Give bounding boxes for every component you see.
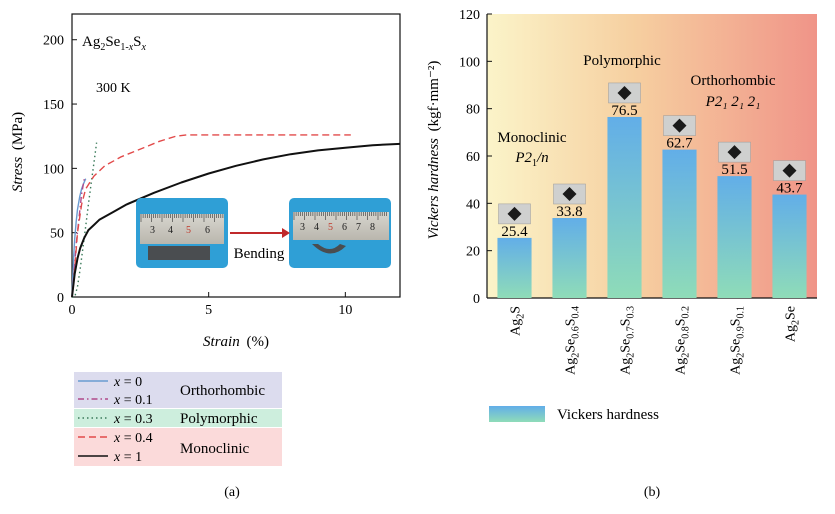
indent-diamond (507, 206, 522, 221)
inset-photo-before: 3 4 5 6 (136, 198, 228, 268)
annotation-orthorhombic: Orthorhombic (691, 73, 776, 89)
legend-entry-label: x = 0 (113, 375, 142, 390)
panel-a-temperature-label: 300 K (96, 81, 131, 96)
ruler-left-num: 4 (168, 225, 173, 236)
inset-photo-after: 3 4 5 6 7 8 (289, 198, 391, 268)
bending-label-bg (229, 242, 289, 262)
y-tick-label: 80 (466, 103, 480, 118)
bar (497, 237, 532, 298)
panel-b-vickers-hardness: 0 20 40 60 80 100 120 25.4 33.8 76.5 62.7 51.5 43.7… (426, 8, 817, 500)
y-tick-label: 40 (466, 197, 480, 212)
legend-group-polymorphic: Polymorphic (180, 411, 258, 427)
ruler-right-num: 4 (314, 222, 319, 233)
ruler-right-num: 5 (328, 222, 333, 233)
y-tick-label: 100 (459, 55, 480, 70)
legend-entry-label: x = 0.4 (113, 431, 153, 446)
bar (607, 116, 642, 298)
annotation-monoclinic: Monoclinic (497, 130, 566, 146)
bar-value-label: 43.7 (776, 181, 803, 197)
annotation-orthorhombic-group: P2₁ 2₁ 2₁ (705, 94, 761, 110)
ruler-right-num: 8 (370, 222, 375, 233)
bar-value-label: 76.5 (611, 103, 637, 119)
panel-b-axes: 0 20 40 60 80 100 120 (459, 8, 817, 307)
y-tick-label: 0 (57, 291, 64, 306)
ruler-right-num: 3 (300, 222, 305, 233)
legend-group-label-bg-orthorhombic (170, 372, 282, 408)
legend-group-orthorhombic: Orthorhombic (180, 383, 265, 399)
legend-group-bg-orthorhombic (74, 372, 170, 408)
y-tick-label: 150 (43, 98, 64, 113)
legend-group-label-bg-monoclinic (170, 428, 282, 466)
panel-b-caption: (b) (644, 485, 661, 500)
bending-arrow-head (282, 228, 290, 238)
legend-entry-label: x = 1 (113, 450, 142, 465)
legend-group-label-bg-polymorphic (170, 409, 282, 427)
series-line-x-0-4 (71, 134, 351, 298)
bar-value-label: 62.7 (666, 136, 693, 152)
panel-a-xlabel: Strain (%) (203, 334, 269, 350)
bar (717, 176, 752, 298)
legend-group-bg-polymorphic (74, 409, 170, 427)
y-tick-label: 20 (466, 245, 480, 260)
legend-group-monoclinic: Monoclinic (180, 441, 249, 457)
panel-b-legend-swatch (489, 406, 545, 422)
ruler-left-num: 6 (205, 225, 210, 236)
bar-value-label: 33.8 (556, 204, 582, 220)
category-label: Ag2Se0.6S0.4 (564, 306, 582, 375)
indent-diamond (727, 145, 742, 160)
x-tick-label: 10 (338, 303, 352, 318)
y-tick-label: 60 (466, 150, 480, 165)
bar (662, 149, 697, 298)
bar-value-label: 51.5 (721, 162, 747, 178)
bar (552, 218, 587, 298)
panel-b-bars: 25.4 33.8 76.5 62.7 51.5 43.7 (497, 82, 807, 298)
category-label: Ag2Se0.8S0.2 (674, 306, 692, 375)
indent-diamond (562, 187, 577, 202)
ruler-left-num: 5 (186, 225, 191, 236)
y-tick-label: 0 (473, 292, 480, 307)
category-label: Ag2Se0.7S0.3 (619, 306, 637, 375)
indent-diamond (672, 118, 687, 133)
y-tick-label: 50 (50, 227, 64, 242)
ruler-right-num: 7 (356, 222, 361, 233)
ruler-right-num: 6 (342, 222, 347, 233)
x-tick-label: 5 (205, 303, 212, 318)
panel-a-ylabel: Stress (MPa) (10, 112, 26, 192)
panel-a-caption: (a) (224, 485, 240, 500)
x-tick-label: 0 (69, 303, 76, 318)
panel-b-legend-label: Vickers hardness (557, 407, 659, 423)
panel-a-plot-frame (71, 13, 401, 298)
panel-b-background (487, 14, 817, 298)
y-tick-label: 200 (43, 34, 64, 49)
bending-label: Bending (234, 246, 285, 262)
bar-value-label: 25.4 (501, 224, 528, 240)
panel-b-ylabel: Vickers hardness (kgf·mm⁻²) (426, 61, 442, 240)
category-label: Ag2S (509, 306, 527, 336)
legend-group-bg-monoclinic (74, 428, 170, 466)
panel-b-category-labels: Ag2S Ag2Se0.6S0.4 Ag2Se0.7S0.3 Ag2Se0.8S0.2… (509, 306, 802, 375)
legend-entry-label: x = 0.3 (113, 412, 153, 427)
annotation-monoclinic-group: P21/n (514, 150, 548, 169)
indent-diamond (617, 85, 632, 100)
indent-diamond (782, 163, 797, 178)
ruler-left-num: 3 (150, 225, 155, 236)
panel-a-axes (71, 13, 401, 298)
legend-entry-label: x = 0.1 (113, 393, 153, 408)
category-label: Ag2Se0.9S0.1 (729, 306, 747, 375)
y-tick-label: 120 (459, 8, 480, 23)
y-tick-label: 100 (43, 162, 64, 177)
bar (772, 194, 807, 298)
panel-a-legend: x = 0 x = 0.1 x = 0.3 x = 0.4 x = 1 Orthorho… (74, 372, 282, 466)
annotation-polymorphic: Polymorphic (583, 53, 661, 69)
panel-a-compound-label: Ag2Se1-xSx (82, 34, 146, 53)
category-label: Ag2Se (784, 306, 802, 342)
